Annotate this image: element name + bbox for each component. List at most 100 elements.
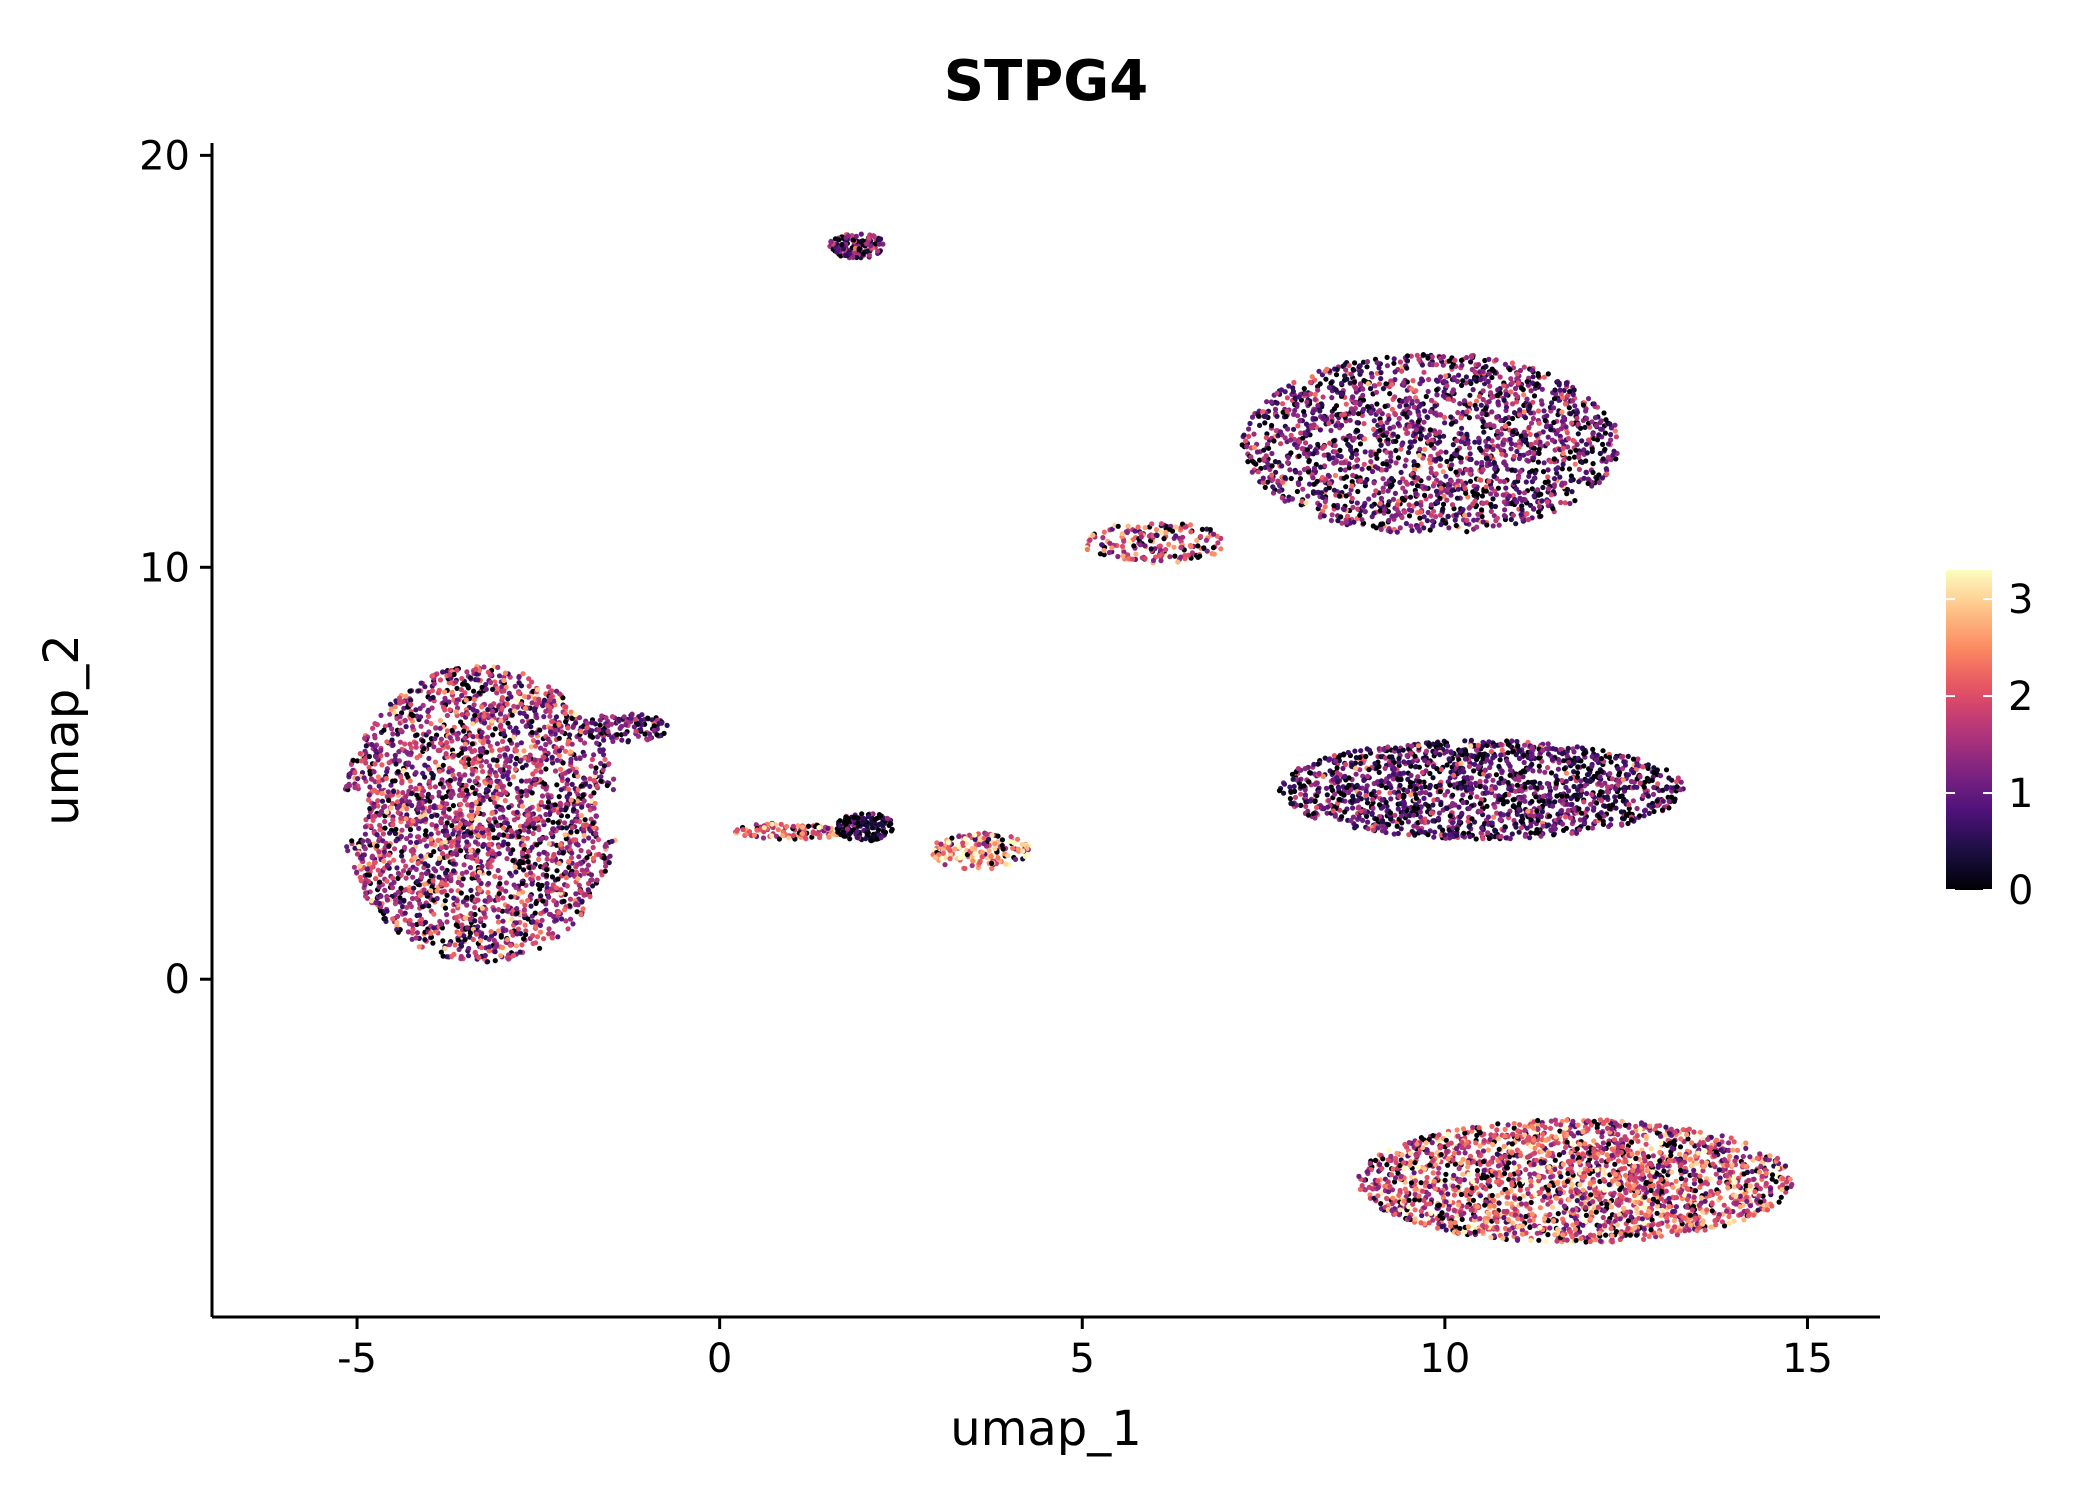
data-point: [508, 929, 514, 935]
data-point: [428, 873, 434, 879]
data-point: [526, 683, 532, 689]
data-point: [365, 797, 372, 803]
data-point: [555, 876, 561, 882]
data-point: [462, 724, 468, 730]
data-point: [859, 819, 865, 826]
data-point: [397, 908, 403, 914]
data-point: [525, 848, 531, 855]
data-point: [553, 917, 560, 923]
data-point: [452, 776, 458, 782]
data-point: [389, 800, 396, 807]
data-point: [426, 766, 432, 772]
data-point: [486, 936, 492, 942]
data-point: [1561, 414, 1567, 420]
data-point: [481, 664, 487, 670]
data-point: [555, 820, 561, 826]
data-point: [399, 797, 405, 804]
data-point: [816, 825, 822, 831]
data-point: [357, 751, 363, 757]
data-point: [435, 860, 441, 867]
data-point: [942, 862, 948, 868]
data-point: [1474, 460, 1480, 466]
data-point: [356, 844, 362, 850]
data-point: [999, 837, 1006, 843]
data-point: [1437, 374, 1444, 380]
data-point: [1551, 476, 1558, 482]
data-point: [431, 805, 437, 811]
data-point: [397, 739, 403, 745]
data-point: [394, 919, 400, 926]
data-point: [528, 724, 534, 730]
data-point: [1365, 381, 1371, 387]
data-point: [444, 919, 450, 925]
data-point: [1459, 382, 1465, 388]
data-point: [1452, 357, 1458, 363]
data-point: [527, 752, 533, 758]
data-point: [516, 891, 522, 897]
data-point: [418, 920, 424, 927]
data-point: [493, 773, 499, 779]
data-point: [1545, 371, 1551, 377]
data-point: [538, 929, 544, 935]
data-point: [384, 908, 390, 914]
data-point: [529, 729, 535, 736]
data-point: [407, 741, 413, 747]
data-point: [1354, 500, 1360, 506]
data-point: [498, 934, 504, 940]
data-point: [362, 846, 368, 852]
data-point: [428, 930, 434, 936]
data-point: [362, 824, 369, 830]
data-point: [1531, 493, 1537, 499]
data-point: [498, 718, 504, 724]
data-point: [546, 926, 552, 932]
data-point: [409, 764, 415, 770]
data-point: [1270, 490, 1277, 496]
data-point: [500, 773, 506, 780]
data-point: [458, 719, 464, 725]
data-point: [546, 684, 552, 690]
data-point: [795, 823, 801, 829]
data-point: [588, 763, 594, 769]
data-point: [1390, 496, 1397, 502]
data-point: [470, 760, 476, 767]
data-point: [479, 863, 485, 870]
data-point: [373, 748, 379, 754]
data-point: [374, 832, 380, 838]
data-point: [1433, 471, 1439, 477]
data-point: [740, 827, 746, 833]
data-point: [1369, 374, 1375, 380]
data-point: [1493, 492, 1500, 498]
data-point: [870, 233, 877, 239]
data-point: [413, 740, 419, 746]
data-point: [1440, 501, 1447, 507]
data-point: [1384, 363, 1390, 369]
data-point: [389, 885, 396, 891]
data-point: [519, 942, 525, 948]
data-point: [402, 717, 408, 724]
data-point: [992, 846, 998, 852]
data-point: [563, 875, 569, 881]
data-point: [375, 774, 381, 780]
data-point: [1329, 413, 1335, 419]
data-point: [462, 797, 468, 803]
data-point: [483, 686, 489, 692]
data-point: [1478, 402, 1484, 408]
data-point: [384, 809, 390, 815]
data-point: [442, 898, 448, 904]
data-point: [437, 717, 443, 724]
data-point: [485, 959, 491, 965]
data-point: [390, 742, 396, 748]
data-point: [354, 851, 361, 857]
data-point: [556, 860, 562, 867]
data-point: [543, 766, 549, 772]
data-point: [1473, 406, 1480, 412]
data-point: [483, 759, 489, 765]
data-point: [549, 874, 556, 880]
data-point: [486, 835, 492, 841]
data-point: [527, 865, 533, 871]
data-point: [510, 858, 516, 864]
data-point: [1301, 386, 1307, 392]
data-point: [558, 766, 564, 773]
data-point: [499, 695, 506, 701]
